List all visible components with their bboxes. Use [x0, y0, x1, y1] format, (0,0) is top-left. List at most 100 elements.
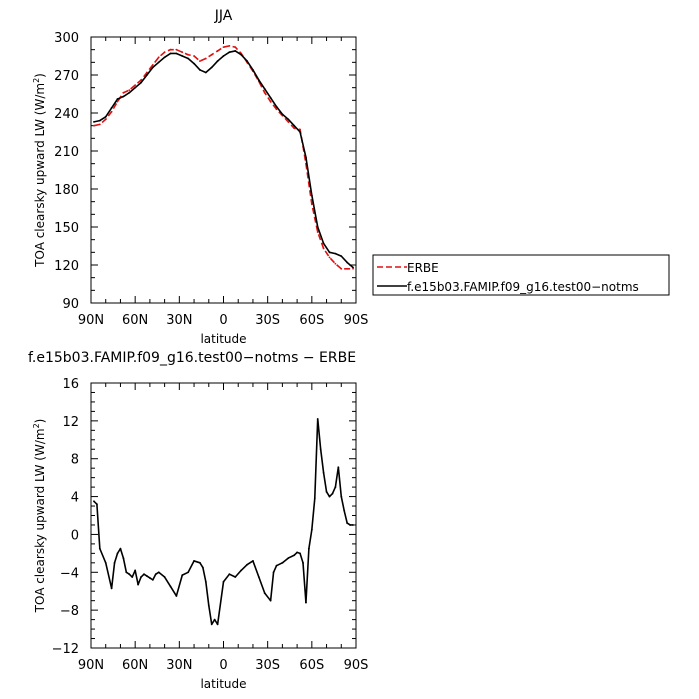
data-point — [346, 261, 349, 264]
data-point — [143, 573, 145, 576]
data-point — [299, 552, 301, 555]
y-axis-label-main: TOA clearsky upward LW (W/m — [33, 83, 47, 268]
y-tick-label: 270 — [54, 69, 79, 84]
data-point — [104, 115, 107, 118]
y-tick-label: 150 — [54, 221, 79, 236]
data-point — [210, 623, 213, 626]
x-tick-label: 90N — [78, 658, 104, 673]
y-tick-label: 16 — [62, 377, 79, 392]
data-point — [287, 120, 290, 123]
data-point — [246, 60, 248, 62]
data-point — [325, 490, 328, 493]
data-point — [305, 601, 307, 604]
data-point — [175, 52, 178, 55]
y-tick-label: −12 — [52, 642, 79, 657]
data-point — [322, 247, 325, 250]
data-point — [104, 118, 107, 121]
data-point — [119, 547, 122, 550]
data-point — [269, 96, 272, 99]
data-point — [337, 466, 340, 469]
y-axis-label-close: ) — [33, 419, 47, 424]
data-point — [352, 266, 354, 269]
data-point — [322, 472, 325, 474]
data-point — [169, 585, 172, 588]
data-point — [349, 524, 352, 526]
data-point — [175, 595, 178, 597]
data-point — [316, 226, 319, 228]
data-point — [340, 255, 343, 258]
data-point — [216, 623, 219, 626]
data-point — [328, 251, 331, 254]
data-point — [151, 63, 154, 66]
data-point — [310, 528, 313, 531]
y-tick-label: 300 — [54, 31, 79, 46]
data-point — [187, 53, 190, 56]
x-tick-label: 0 — [219, 313, 227, 328]
x-axis-label: latitude — [200, 677, 246, 691]
x-tick-label: 30S — [255, 313, 280, 328]
data-point — [263, 91, 266, 94]
data-point — [116, 98, 119, 100]
data-point — [302, 561, 304, 564]
data-point — [204, 580, 207, 583]
chart-title: f.e15b03.FAMIP.f09_g16.test00−notms − ER… — [28, 350, 356, 366]
data-point — [293, 554, 296, 557]
data-point — [319, 448, 322, 451]
data-point — [343, 509, 346, 512]
data-point — [193, 55, 195, 57]
data-point — [257, 79, 260, 81]
data-point — [228, 573, 231, 576]
data-point — [163, 576, 166, 578]
data-point — [316, 418, 319, 420]
data-point — [228, 44, 231, 47]
y-axis-label-main: TOA clearsky upward LW (W/m — [33, 428, 47, 613]
plot-frame — [90, 382, 357, 649]
legend-label: f.e15b03.FAMIP.f09_g16.test00−notms — [407, 280, 639, 294]
data-point — [334, 252, 337, 255]
data-point — [310, 203, 313, 206]
data-point — [275, 108, 278, 111]
data-point — [181, 574, 184, 577]
y-tick-label: 90 — [62, 297, 79, 312]
data-point — [157, 571, 160, 574]
series-line-difference — [93, 418, 354, 626]
data-point — [148, 577, 151, 579]
data-point — [169, 48, 172, 51]
data-point — [204, 57, 207, 60]
x-tick-label: 60N — [122, 658, 148, 673]
data-point — [110, 110, 113, 113]
data-point — [234, 50, 237, 52]
data-point — [307, 547, 310, 550]
data-point — [122, 91, 125, 94]
x-tick-label: 90S — [344, 313, 369, 328]
data-point — [346, 522, 349, 524]
data-point — [346, 267, 349, 270]
y-axis-label-sup: 2 — [32, 423, 41, 428]
data-point — [146, 71, 148, 74]
data-point — [98, 547, 101, 550]
data-point — [240, 569, 243, 572]
data-point — [293, 124, 296, 127]
data-point — [228, 51, 231, 54]
data-point — [151, 66, 154, 69]
data-point — [272, 571, 275, 574]
data-point — [334, 262, 337, 265]
data-point — [93, 500, 95, 503]
y-tick-label: 210 — [54, 145, 79, 160]
data-point — [157, 56, 160, 59]
data-point — [240, 53, 243, 56]
x-tick-label: 30N — [166, 313, 192, 328]
data-point — [299, 131, 301, 133]
x-axis-label: latitude — [200, 332, 246, 346]
data-point — [287, 557, 290, 559]
data-point — [128, 91, 131, 94]
x-tick-label: 0 — [219, 658, 227, 673]
y-tick-label: −8 — [60, 604, 79, 619]
data-point — [122, 95, 125, 98]
data-point — [269, 100, 272, 103]
data-point — [293, 127, 296, 130]
data-point — [281, 113, 284, 116]
data-point — [328, 256, 331, 259]
data-point — [128, 573, 131, 576]
data-point — [310, 194, 313, 197]
